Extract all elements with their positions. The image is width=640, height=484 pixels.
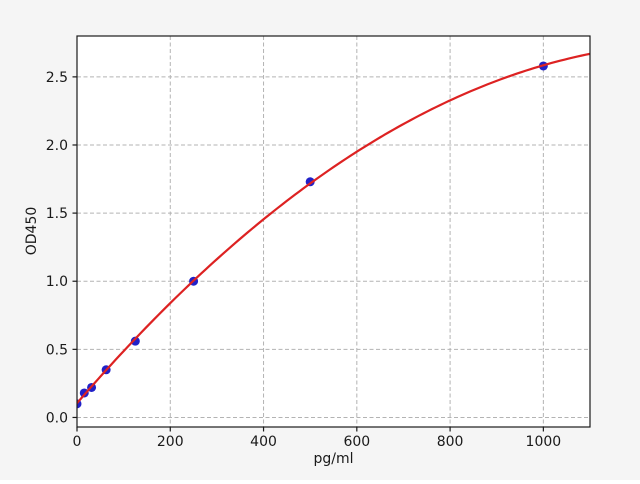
x-tick-label: 600 [343, 434, 370, 450]
x-tick-label: 1000 [526, 434, 562, 450]
x-tick-label: 400 [250, 434, 277, 450]
y-tick-label: 1.0 [46, 274, 68, 290]
x-tick-label: 0 [73, 434, 82, 450]
data-point [130, 336, 140, 346]
fit-curve-line [77, 52, 590, 405]
y-tick-label: 0.5 [46, 342, 68, 358]
y-axis-label: OD450 [24, 207, 40, 256]
axes-spines [76, 35, 591, 428]
y-tick-label: 1.5 [46, 206, 68, 222]
x-tick-label: 800 [437, 434, 464, 450]
y-tick-label: 2.0 [46, 138, 68, 154]
plot-area: 0 200 400 600 800 1000 0.0 0.5 1.0 1.5 2.0 2.5 [46, 35, 591, 450]
x-axis-label: pg/ml [313, 451, 353, 467]
y-tick-label: 2.5 [46, 70, 68, 86]
x-tick-label: 200 [157, 434, 184, 450]
plot-background [77, 36, 590, 427]
y-tick-label: 0.0 [46, 410, 68, 426]
